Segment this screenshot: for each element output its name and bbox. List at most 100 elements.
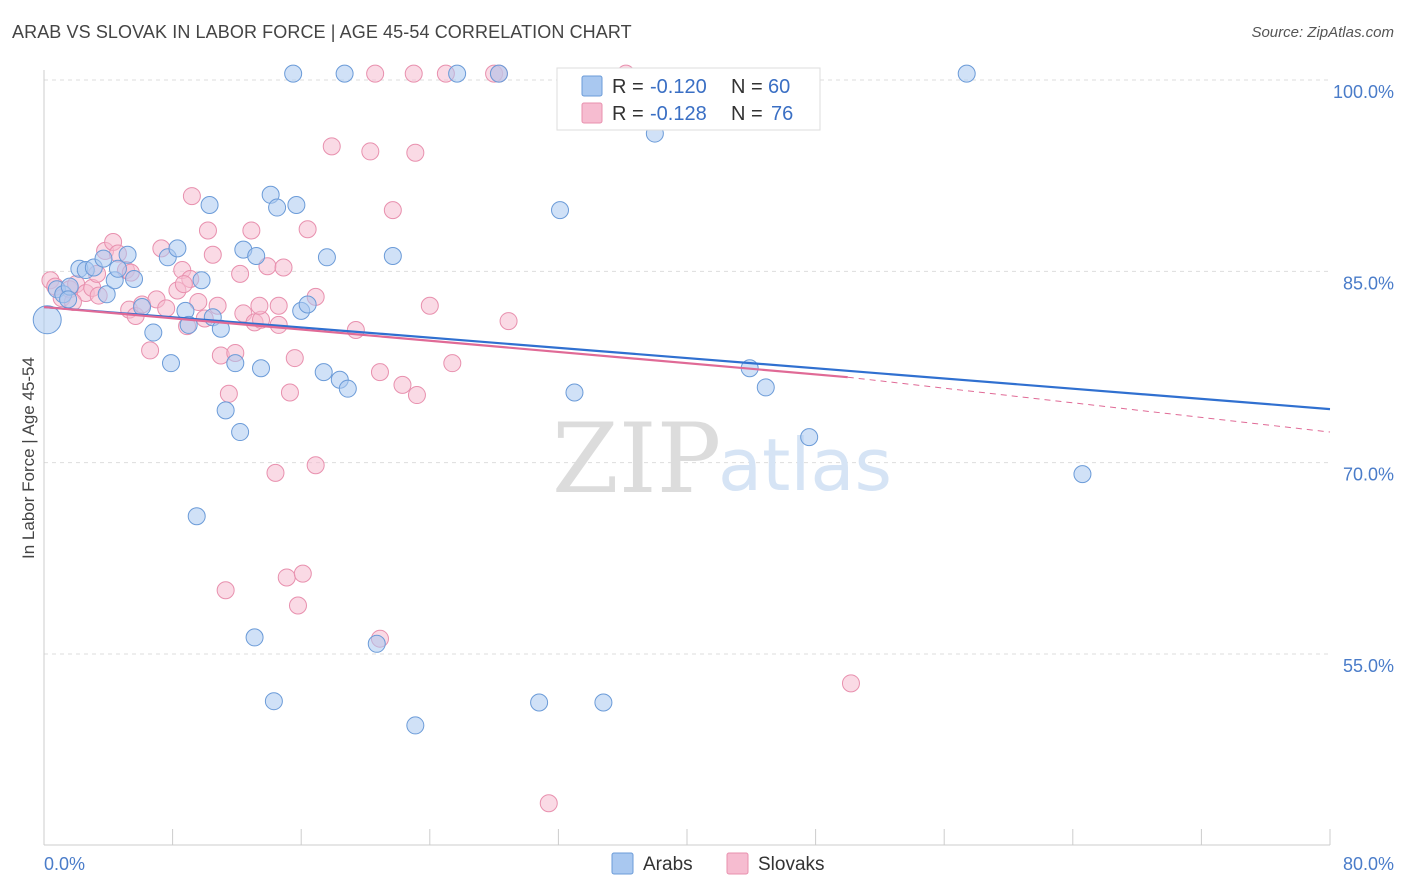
arab-point-13 — [144, 323, 163, 342]
arab-point-43 — [530, 693, 549, 712]
correlation-legend: R = -0.120 N = 60 R = -0.128 N = 76 — [556, 67, 821, 131]
slovak-point-45 — [361, 142, 380, 161]
slovak-point-61 — [539, 794, 558, 813]
arab-point-28 — [268, 198, 287, 217]
legend-swatch-arabs — [581, 75, 603, 97]
chart-title: ARAB VS SLOVAK IN LABOR FORCE | AGE 45-5… — [12, 22, 632, 42]
y-tick-label-0: 55.0% — [1343, 656, 1394, 676]
arab-point-24 — [231, 423, 250, 442]
arab-point-15 — [168, 239, 187, 258]
arab-point-33 — [317, 248, 336, 267]
slovak-point-43 — [322, 137, 341, 156]
x-tick-label-max: 80.0% — [1343, 854, 1394, 874]
slovak-point-18 — [157, 299, 176, 318]
source-label: Source: ZipAtlas.com — [1251, 24, 1394, 41]
arab-point-7 — [97, 285, 116, 304]
arab-point-37 — [383, 247, 402, 266]
arab-point-23 — [226, 354, 245, 373]
arab-point-36 — [338, 379, 357, 398]
arab-point-10 — [118, 245, 137, 264]
slovak-point-69 — [231, 264, 250, 283]
arab-point-29 — [252, 359, 271, 378]
bottom-legend-swatch-slovaks — [726, 852, 749, 875]
slovak-point-37 — [269, 296, 288, 315]
legend-r-label-arabs: R = — [612, 76, 644, 98]
arab-point-39 — [245, 628, 264, 647]
arab-point-51 — [489, 64, 508, 83]
slovak-point-44 — [346, 321, 365, 340]
legend-swatch-slovaks — [581, 102, 603, 124]
arab-point-45 — [565, 383, 584, 402]
trend-lines — [43, 305, 1331, 433]
arab-point-22 — [216, 401, 235, 420]
slovak-point-60 — [841, 674, 860, 693]
slovak-point-46 — [370, 363, 389, 382]
legend-r-label-slovaks: R = — [612, 103, 644, 125]
arab-point-11 — [125, 269, 144, 288]
slovak-point-71 — [274, 258, 293, 277]
slovak-point-51 — [266, 463, 285, 482]
legend-n-value-arabs: 60 — [768, 76, 790, 98]
arab-point-50 — [448, 64, 467, 83]
y-tick-labels: 55.0% 70.0% 85.0% 100.0% — [1333, 82, 1394, 676]
slovak-point-48 — [393, 375, 412, 394]
bottom-legend-label-arabs: Arabs — [643, 854, 693, 875]
arab-point-59 — [59, 290, 78, 309]
arab-point-19 — [200, 196, 219, 215]
slovak-point-33 — [242, 221, 261, 240]
legend-n-label-slovaks: N = — [731, 103, 763, 125]
arab-point-26 — [247, 247, 266, 266]
y-tick-label-1: 70.0% — [1343, 465, 1394, 485]
slovak-point-39 — [280, 383, 299, 402]
legend-n-label-arabs: N = — [731, 76, 763, 98]
arab-point-30 — [287, 196, 306, 215]
arab-point-44 — [594, 693, 613, 712]
arab-point-38 — [187, 507, 206, 526]
arab-point-58 — [94, 249, 113, 268]
arab-point-46 — [551, 201, 570, 220]
series-legend: Arabs Slovaks — [611, 852, 825, 875]
slovak-point-15 — [141, 341, 160, 360]
slovak-point-68 — [406, 143, 425, 162]
bottom-legend-label-slovaks: Slovaks — [758, 854, 825, 875]
arab-trend-line — [43, 305, 1331, 411]
legend-r-value-slovaks: -0.128 — [650, 103, 707, 125]
slovak-trend-line — [43, 305, 848, 379]
slovak-point-50 — [216, 581, 235, 600]
arab-point-54 — [756, 378, 775, 397]
legend-r-value-arabs: -0.120 — [650, 76, 707, 98]
slovak-point-40 — [285, 349, 304, 368]
arab-point-40 — [264, 692, 283, 711]
slovak-point-63 — [404, 64, 423, 83]
legend-n-value-slovaks: 76 — [771, 103, 793, 125]
slovak-point-54 — [288, 596, 307, 615]
y-tick-label-2: 85.0% — [1343, 273, 1394, 293]
slovak-point-49 — [407, 386, 426, 405]
slovak-point-62 — [366, 64, 385, 83]
slovak-point-27 — [203, 245, 222, 264]
slovak-point-52 — [277, 568, 296, 587]
x-tick-label-min: 0.0% — [44, 854, 85, 874]
arab-point-9 — [108, 259, 127, 278]
slovak-point-75 — [250, 296, 269, 315]
slovak-point-23 — [182, 187, 201, 206]
arab-point-41 — [367, 634, 386, 653]
slovak-point-57 — [420, 296, 439, 315]
x-axis-ticks — [43, 829, 1331, 845]
y-axis-label: In Labor Force | Age 45-54 — [19, 357, 38, 559]
arab-point-52 — [957, 64, 976, 83]
slovak-trend-line-extrapolated — [847, 376, 1331, 433]
slovak-points — [41, 64, 860, 813]
bottom-legend-swatch-arabs — [611, 852, 634, 875]
arab-point-55 — [800, 428, 819, 447]
arab-point-42 — [406, 716, 425, 735]
arab-point-56 — [1073, 465, 1092, 484]
arab-point-16 — [161, 354, 180, 373]
slovak-point-26 — [198, 221, 217, 240]
slovak-point-58 — [443, 354, 462, 373]
arab-point-18 — [192, 271, 211, 290]
y-tick-label-3: 100.0% — [1333, 82, 1394, 102]
slovak-point-41 — [298, 220, 317, 239]
arab-point-34 — [314, 363, 333, 382]
